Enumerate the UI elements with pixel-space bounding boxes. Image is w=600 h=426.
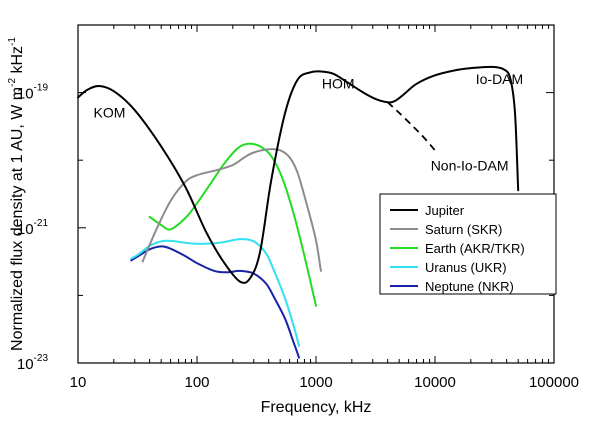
- y-tick-label-base: 10: [17, 86, 34, 103]
- x-tick-label: 10000: [414, 374, 456, 391]
- y-axis-label: Normalized flux density at 1 AU, W m-2 k…: [7, 37, 26, 351]
- series-line-jupiter: [77, 65, 520, 284]
- y-axis-label-mid: kHz: [9, 46, 26, 78]
- series-line-earth-akr-tkr: [148, 142, 317, 307]
- legend-label-jupiter: Jupiter: [425, 203, 465, 218]
- annotation-io-dam: Io-DAM: [476, 71, 523, 87]
- y-tick-label-base: 10: [17, 356, 34, 373]
- y-tick-label-exponent: -23: [34, 353, 49, 364]
- x-tick-label: 100000: [529, 374, 579, 391]
- x-tick-label: 10: [70, 374, 87, 391]
- legend-label-saturn-skr: Saturn (SKR): [425, 222, 502, 237]
- y-tick-label-exponent: -21: [34, 218, 49, 229]
- legend: Jupiter Saturn (SKR) Earth (AKR/TKR) Uranus…: [379, 193, 557, 295]
- annotation-kom: KOM: [94, 104, 126, 120]
- series-line-neptune-nkr: [130, 245, 300, 359]
- y-axis-label-sup2: -1: [7, 37, 18, 46]
- series-line-uranus-ukr: [130, 238, 300, 347]
- annotation-hom: HOM: [322, 75, 355, 91]
- y-tick-label: 10-23: [17, 353, 49, 373]
- x-tick-label: 100: [184, 374, 209, 391]
- legend-label-earth-akr-tkr: Earth (AKR/TKR): [425, 241, 525, 256]
- x-tick-label: 1000: [299, 374, 332, 391]
- annotation-layer: KOM HOM Io-DAM Non-Io-DAM: [94, 71, 524, 174]
- annotation-non-io-dam: Non-Io-DAM: [431, 158, 509, 174]
- series-line-saturn-skr: [141, 148, 322, 272]
- legend-label-neptune-nkr: Neptune (NKR): [425, 279, 514, 294]
- y-tick-label-base: 10: [17, 221, 34, 238]
- legend-label-uranus-ukr: Uranus (UKR): [425, 260, 507, 275]
- y-tick-label: 10-21: [17, 218, 49, 238]
- y-tick-label-exponent: -19: [34, 83, 49, 94]
- x-axis-label: Frequency, kHz: [261, 399, 372, 416]
- y-axis-label-sup1: -2: [7, 78, 18, 87]
- y-tick-label: 10-19: [17, 83, 49, 103]
- y-axis-label-main: Normalized flux density at 1 AU, W m: [9, 87, 26, 351]
- x-tick-labels: 10 100 1000 10000 100000: [70, 374, 579, 391]
- tick-layer: [77, 24, 555, 364]
- series-layer: [77, 65, 520, 359]
